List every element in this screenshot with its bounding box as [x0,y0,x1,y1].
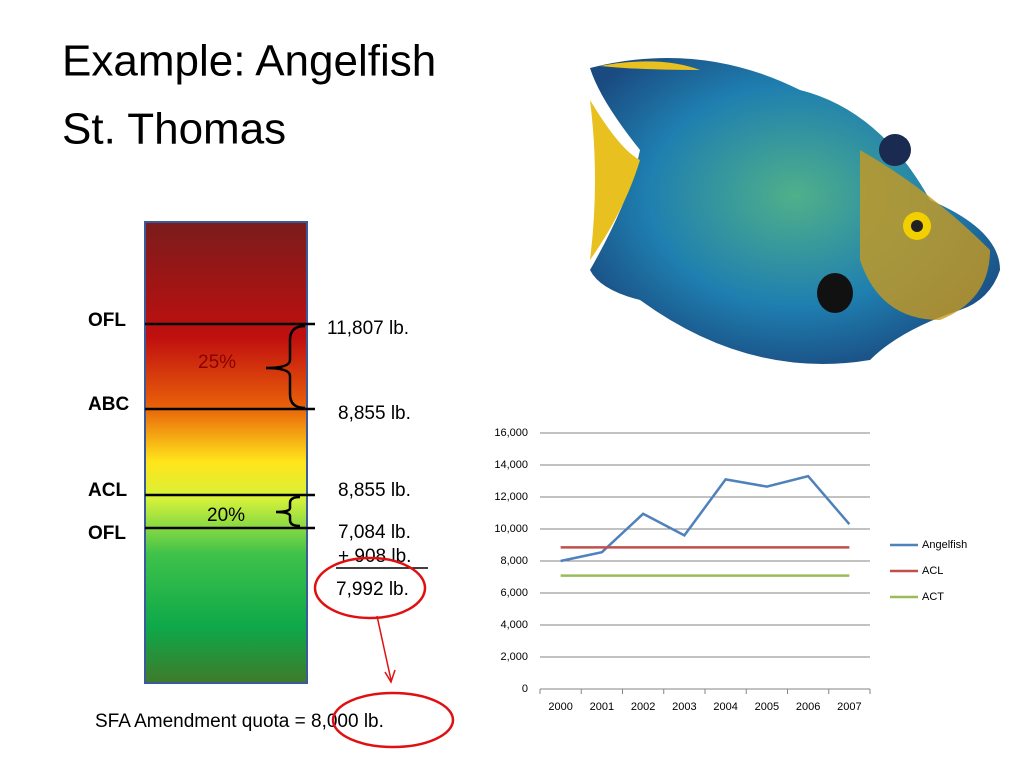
gauge-label: OFL [88,310,126,331]
x-tick-label: 2002 [631,701,655,713]
y-tick-label: 2,000 [500,651,528,663]
y-tick-label: 0 [522,683,528,695]
x-tick-label: 2004 [713,701,737,713]
gauge-amount: 11,807 lb. [327,318,409,339]
gauge-label: ACL [88,480,127,501]
arrow [376,615,392,681]
y-tick-label: 10,000 [494,523,528,535]
gauge-amount: 7,084 lb. [338,522,411,543]
gauge-amount: 8,855 lb. [338,480,411,501]
gauge-bar [144,221,308,684]
gauge-label: ABC [88,394,129,415]
highlight-circle [331,691,455,749]
gauge-lines [145,322,315,530]
x-tick-label: 2003 [672,701,696,713]
arrow-head [384,669,396,684]
gauge-percent: 20% [207,505,245,526]
quota-text: SFA Amendment quota = 8,000 lb. [95,711,384,732]
y-tick-label: 14,000 [494,459,528,471]
x-tick-label: 2006 [796,701,820,713]
legend-label: ACT [922,591,944,603]
legend-label: Angelfish [922,539,967,551]
x-tick-label: 2007 [837,701,861,713]
highlight-circle [313,556,427,620]
y-tick-label: 8,000 [500,555,528,567]
title-line: Example: Angelfish [62,37,436,86]
x-tick-label: 2005 [755,701,779,713]
y-tick-label: 6,000 [500,587,528,599]
x-tick-label: 2000 [548,701,572,713]
fish-illustration [590,57,1000,364]
line-chart: 0 2,000 4,000 6,000 8,000 10,000 12,000 14,000 1… [494,427,967,713]
gauge-percent: 25% [198,352,236,373]
x-tick-label: 2001 [590,701,614,713]
y-tick-label: 4,000 [500,619,528,631]
series-line [560,474,851,563]
legend-label: ACL [922,565,943,577]
gauge-amount: 8,855 lb. [338,403,411,424]
y-tick-label: 12,000 [494,491,528,503]
title-line: St. Thomas [62,105,286,154]
gauge-label: OFL [88,523,126,544]
gauge-result: 7,992 lb. [336,579,409,600]
y-tick-label: 16,000 [494,427,528,439]
